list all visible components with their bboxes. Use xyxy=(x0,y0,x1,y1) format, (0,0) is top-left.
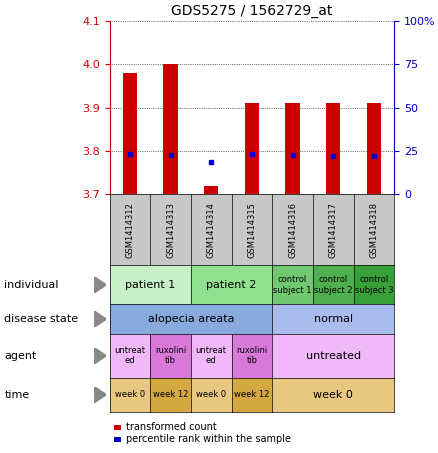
Text: percentile rank within the sample: percentile rank within the sample xyxy=(126,434,290,444)
Text: GSM1414315: GSM1414315 xyxy=(247,202,256,258)
Text: ruxolini
tib: ruxolini tib xyxy=(155,346,186,366)
Text: time: time xyxy=(4,390,30,400)
Text: GSM1414313: GSM1414313 xyxy=(166,202,175,258)
Text: normal: normal xyxy=(314,314,353,324)
Bar xyxy=(286,103,300,194)
Text: disease state: disease state xyxy=(4,314,78,324)
Text: GSM1414312: GSM1414312 xyxy=(125,202,134,258)
Polygon shape xyxy=(94,277,106,293)
Text: untreat
ed: untreat ed xyxy=(196,346,227,366)
Bar xyxy=(245,103,259,194)
Text: week 12: week 12 xyxy=(234,390,269,399)
Bar xyxy=(163,64,178,194)
Text: GSM1414318: GSM1414318 xyxy=(369,202,378,258)
Polygon shape xyxy=(94,311,106,328)
Text: week 0: week 0 xyxy=(313,390,353,400)
Bar xyxy=(326,103,340,194)
Text: patient 1: patient 1 xyxy=(125,280,175,290)
Text: transformed count: transformed count xyxy=(126,422,216,432)
Bar xyxy=(123,73,137,194)
Text: week 0: week 0 xyxy=(115,390,145,399)
Text: GSM1414316: GSM1414316 xyxy=(288,202,297,258)
Text: untreated: untreated xyxy=(306,351,361,361)
Polygon shape xyxy=(94,347,106,364)
Text: GSM1414314: GSM1414314 xyxy=(207,202,215,258)
Bar xyxy=(367,103,381,194)
Text: GSM1414317: GSM1414317 xyxy=(328,202,338,258)
Title: GDS5275 / 1562729_at: GDS5275 / 1562729_at xyxy=(171,4,332,18)
Text: alopecia areata: alopecia areata xyxy=(148,314,234,324)
Text: ruxolini
tib: ruxolini tib xyxy=(236,346,268,366)
Text: agent: agent xyxy=(4,351,37,361)
Text: control
subject 2: control subject 2 xyxy=(314,275,353,294)
Polygon shape xyxy=(94,386,106,403)
Bar xyxy=(204,186,218,194)
Text: week 0: week 0 xyxy=(196,390,226,399)
Text: control
subject 1: control subject 1 xyxy=(273,275,312,294)
Text: untreat
ed: untreat ed xyxy=(114,346,145,366)
Text: control
subject 3: control subject 3 xyxy=(354,275,393,294)
Text: week 12: week 12 xyxy=(153,390,188,399)
Text: individual: individual xyxy=(4,280,59,290)
Text: patient 2: patient 2 xyxy=(206,280,257,290)
